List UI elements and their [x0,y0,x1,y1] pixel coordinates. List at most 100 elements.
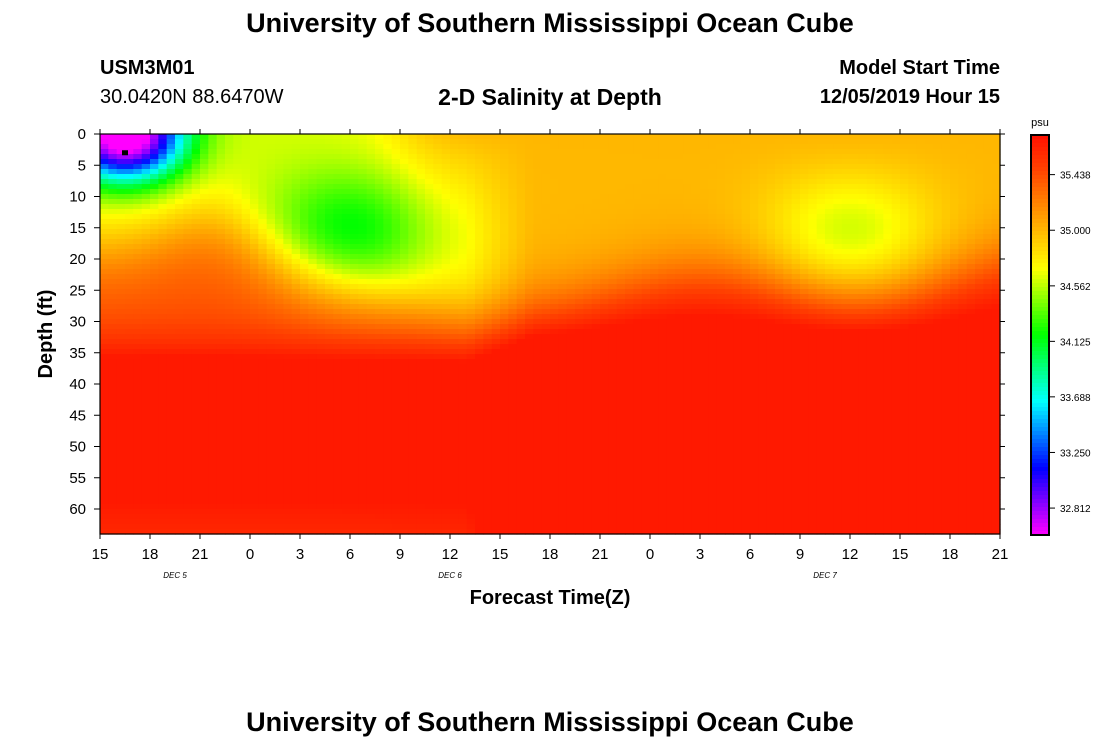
heatmap-cell [691,214,701,220]
heatmap-cell [833,334,843,340]
heatmap-cell [183,339,193,345]
heatmap-cell [250,249,259,255]
heatmap-cell [650,199,659,205]
heatmap-cell [333,179,343,185]
heatmap-cell [950,244,959,250]
heatmap-cell [858,289,868,295]
heatmap-cell [791,179,801,185]
heatmap-cell [525,329,534,335]
heatmap-cell [741,289,751,295]
heatmap-cell [125,349,134,355]
heatmap-cell [266,219,276,225]
heatmap-cell [691,314,701,320]
heatmap-cell [475,264,484,270]
heatmap-cell [258,229,268,235]
heatmap-cell [416,309,426,315]
heatmap-cell [716,214,726,220]
heatmap-cell [958,329,968,335]
heatmap-cell [125,189,134,195]
heatmap-cell [916,154,926,160]
heatmap-cell [108,294,118,300]
heatmap-cell [250,289,259,295]
heatmap-cell [616,164,626,170]
heatmap-cell [416,144,426,150]
heatmap-cell [841,249,851,255]
heatmap-cell [400,219,409,225]
heatmap-cell [191,289,201,295]
heatmap-cell [508,174,518,180]
heatmap-cell [891,149,901,155]
heatmap-cell [375,174,384,180]
heatmap-cell [933,264,943,270]
heatmap-cell [833,319,843,325]
heatmap-cell [633,229,643,235]
heatmap-cell [700,254,709,260]
heatmap-cell [891,319,901,325]
heatmap-cell [983,354,993,360]
heatmap-cell [716,309,726,315]
heatmap-cell [216,154,226,160]
heatmap-cell [750,244,759,250]
heatmap-cell [216,294,226,300]
heatmap-cell [183,334,193,340]
heatmap-cell [125,134,134,140]
heatmap-cell [366,284,376,290]
heatmap-cell [591,139,601,145]
heatmap-cell [141,299,151,305]
heatmap-cell [400,264,409,270]
heatmap-cell [341,284,351,290]
heatmap-cell [683,224,693,230]
heatmap-cell [141,239,151,245]
heatmap-cell [850,269,859,275]
heatmap-cell [416,139,426,145]
heatmap-cell [300,269,309,275]
heatmap-cell [916,259,926,265]
heatmap-cell [125,294,134,300]
heatmap-cell [541,239,551,245]
heatmap-cell [908,354,918,360]
heatmap-cell [600,174,609,180]
heatmap-cell [433,289,443,295]
heatmap-cell [183,214,193,220]
heatmap-cell [516,254,526,260]
heatmap-cell [775,254,784,260]
heatmap-cell [200,234,209,240]
heatmap-cell [391,139,401,145]
heatmap-cell [700,139,709,145]
heatmap-cell [308,159,318,165]
heatmap-cell [508,239,518,245]
heatmap-cell [566,359,576,365]
heatmap-cell [183,294,193,300]
heatmap-cell [783,239,793,245]
heatmap-cell [308,324,318,330]
heatmap-cell [683,279,693,285]
heatmap-cell [433,154,443,160]
heatmap-cell [425,349,434,355]
heatmap-cell [366,349,376,355]
heatmap-cell [533,194,543,200]
heatmap-cell [508,189,518,195]
heatmap-cell [916,294,926,300]
heatmap-cell [150,289,159,295]
heatmap-cell [316,324,326,330]
heatmap-cell [608,204,618,210]
heatmap-cell [650,269,659,275]
heatmap-cell [250,149,259,155]
heatmap-cell [525,189,534,195]
heatmap-cell [991,244,1001,250]
heatmap-cell [366,314,376,320]
heatmap-cell [808,154,818,160]
heatmap-cell [900,139,909,145]
heatmap-cell [766,354,776,360]
heatmap-cell [416,344,426,350]
heatmap-cell [608,189,618,195]
heatmap-cell [991,199,1001,205]
heatmap-cell [141,349,151,355]
heatmap-cell [500,359,509,365]
heatmap-cell [816,269,826,275]
heatmap-cell [800,344,809,350]
heatmap-cell [908,174,918,180]
heatmap-cell [575,309,584,315]
heatmap-cell [225,319,234,325]
heatmap-cell [691,244,701,250]
